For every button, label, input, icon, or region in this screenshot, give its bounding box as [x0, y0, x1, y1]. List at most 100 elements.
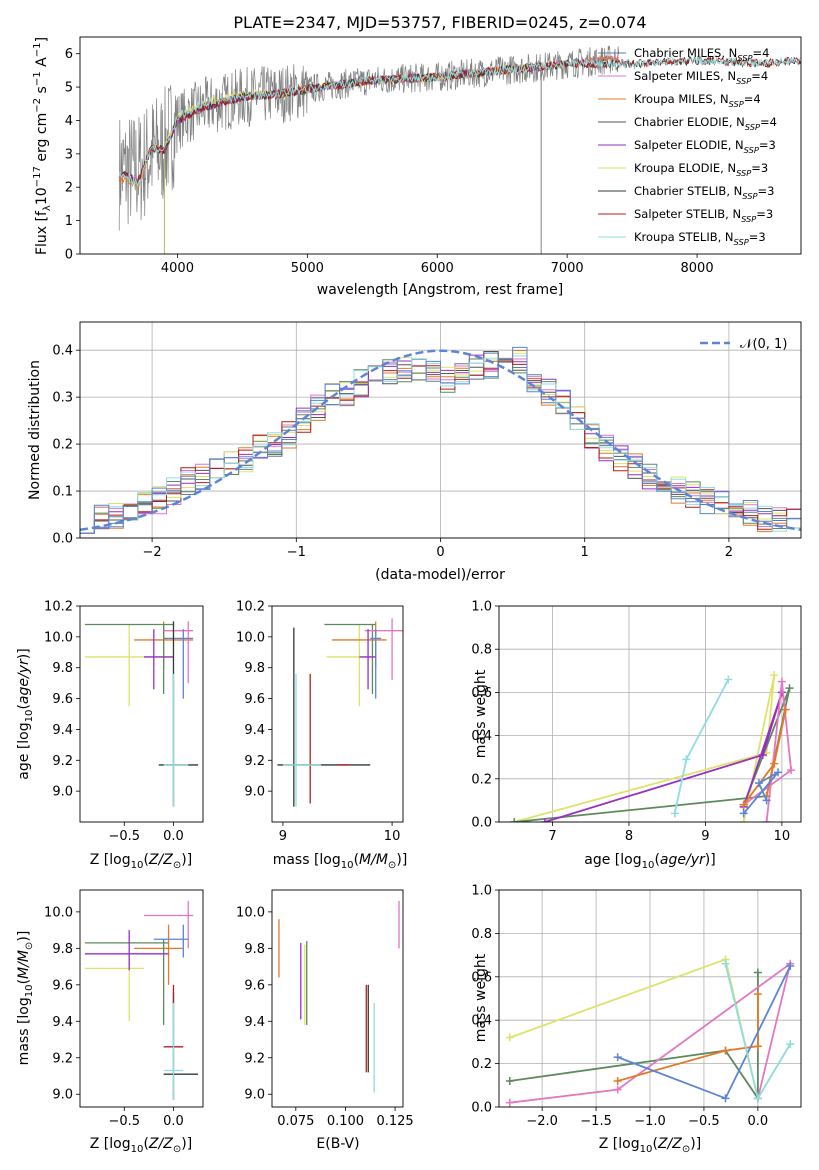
x-tick-label: 0.0	[163, 829, 184, 844]
weight-line	[544, 692, 783, 822]
data-point	[153, 924, 189, 958]
weight-marker	[762, 818, 771, 822]
data-point	[359, 629, 376, 690]
x-tick-label: 1	[581, 545, 589, 560]
y-tick-label: 9.4	[244, 723, 265, 738]
y-tick-label: 0.1	[52, 485, 73, 500]
weight-marker	[753, 968, 762, 977]
legend-label: Kroupa STELIB, NSSP=3	[634, 230, 766, 247]
chart-title: PLATE=2347, MJD=53757, FIBERID=0245, z=0…	[233, 13, 646, 32]
y-tick-label: 9.4	[52, 1015, 73, 1030]
x-tick-label: −2.0	[526, 1114, 558, 1129]
y-axis-label: mass weight	[473, 669, 489, 758]
legend-label: Kroupa ELODIE, NSSP=3	[634, 161, 768, 178]
data-point	[324, 623, 376, 694]
axes-frame	[79, 321, 802, 539]
y-tick-label: 9.2	[244, 754, 265, 769]
y-tick-label: 9.6	[244, 978, 265, 993]
weight-marker	[510, 818, 519, 822]
x-tick-label: 0.125	[376, 1114, 413, 1129]
axes-frame	[79, 889, 204, 1108]
weight-line	[743, 681, 793, 822]
weight-line	[673, 678, 730, 814]
model-spectrum	[118, 56, 801, 184]
x-tick-label: 5000	[291, 261, 324, 276]
x-tick-label: 0	[436, 545, 444, 560]
data-point	[84, 952, 144, 1022]
plot-area-age-vs-mass	[277, 618, 403, 807]
x-tick-label: 6000	[421, 261, 454, 276]
x-tick-label: 10	[774, 829, 791, 844]
observed-spectrum	[118, 45, 620, 231]
model-spectrum	[118, 55, 801, 184]
data-point	[84, 930, 169, 971]
weight-marker	[505, 1033, 514, 1042]
plot-area-residuals	[80, 346, 801, 534]
data-point	[143, 900, 194, 949]
y-tick-label: 9.6	[52, 692, 73, 707]
weight-marker	[753, 1094, 762, 1103]
weight-marker	[739, 809, 748, 818]
y-tick-label: 2	[65, 181, 73, 196]
data-point	[84, 624, 174, 707]
x-tick-label: −0.5	[108, 1114, 140, 1129]
weight-marker	[505, 1076, 514, 1085]
weight-marker	[540, 818, 549, 822]
y-tick-label: 4	[65, 114, 73, 129]
x-tick-label: −0.5	[688, 1114, 720, 1129]
y-tick-label: 0.4	[52, 344, 73, 359]
y-tick-label: 9.8	[52, 661, 73, 676]
y-tick-label: 9.6	[52, 978, 73, 993]
x-tick-label: 4000	[161, 261, 194, 276]
weight-marker	[754, 779, 763, 788]
data-point	[163, 629, 194, 699]
legend-label: Chabrier STELIB, NSSP=3	[634, 184, 774, 201]
x-tick-label: −1	[287, 545, 306, 560]
weight-line	[514, 674, 776, 822]
y-tick-label: 0.3	[52, 391, 73, 406]
x-axis-label: (data-model)/error	[375, 567, 505, 583]
y-tick-label: 1.0	[471, 884, 492, 899]
weight-marker	[753, 1042, 762, 1051]
x-axis-label: wavelength [Angstrom, rest frame]	[317, 282, 563, 298]
weight-marker	[613, 1053, 622, 1062]
y-tick-label: 0.2	[52, 438, 73, 453]
legend-label: Salpeter ELODIE, NSSP=3	[634, 138, 776, 155]
legend-label: Chabrier ELODIE, NSSP=4	[634, 115, 777, 132]
axes-mass-vs-Z: −0.5 0.0 9.0 9.2 9.4 9.6 9.8 10.0	[44, 889, 204, 1129]
data-point	[143, 629, 174, 690]
data-point	[134, 924, 184, 985]
y-tick-label: 9.2	[52, 1051, 73, 1066]
axes-mass-vs-EBV: 0.075 0.100 0.125 9.0 9.2 9.4 9.6 9.8 10.0	[236, 889, 414, 1129]
y-tick-label: 10.2	[44, 600, 73, 615]
x-tick-label: 8	[625, 829, 633, 844]
y-tick-label: 9.8	[52, 942, 73, 957]
x-tick-label: 8000	[681, 261, 714, 276]
y-axis-label: age [log10(age/yr)]	[16, 648, 35, 779]
data-point	[364, 618, 403, 681]
weight-marker	[762, 796, 771, 805]
y-tick-label: 9.8	[244, 942, 265, 957]
weight-marker	[721, 1046, 730, 1055]
y-tick-label: 1.0	[471, 600, 492, 615]
weight-marker	[670, 809, 679, 818]
weight-marker	[721, 1094, 730, 1103]
y-tick-label: 6	[65, 47, 73, 62]
data-point	[163, 1003, 184, 1100]
weight-marker	[682, 755, 691, 764]
x-axis-label: Z [log10(Z/Z⊙)]	[599, 1136, 701, 1155]
axes-age-vs-Z: −0.5 0.0 9.0 9.2 9.4 9.6 9.8 10.0 10.2	[44, 600, 204, 844]
plot-area-weight-vs-Z	[505, 955, 795, 1107]
y-axis-label: Flux [fλ10−17 erg cm−2 s−1 A−1]	[32, 37, 53, 255]
y-tick-label: 10.0	[44, 905, 73, 920]
y-tick-label: 9.2	[244, 1051, 265, 1066]
y-tick-label: 9.6	[244, 692, 265, 707]
x-axis-label: Z [log10(Z/Z⊙)]	[90, 852, 192, 871]
y-tick-label: 9.0	[244, 1088, 265, 1103]
y-axis-label: Normed distribution	[27, 360, 43, 500]
weight-line	[617, 994, 759, 1082]
x-tick-label: 0.0	[748, 1114, 769, 1129]
data-point	[163, 992, 199, 1100]
data-point	[326, 624, 371, 707]
